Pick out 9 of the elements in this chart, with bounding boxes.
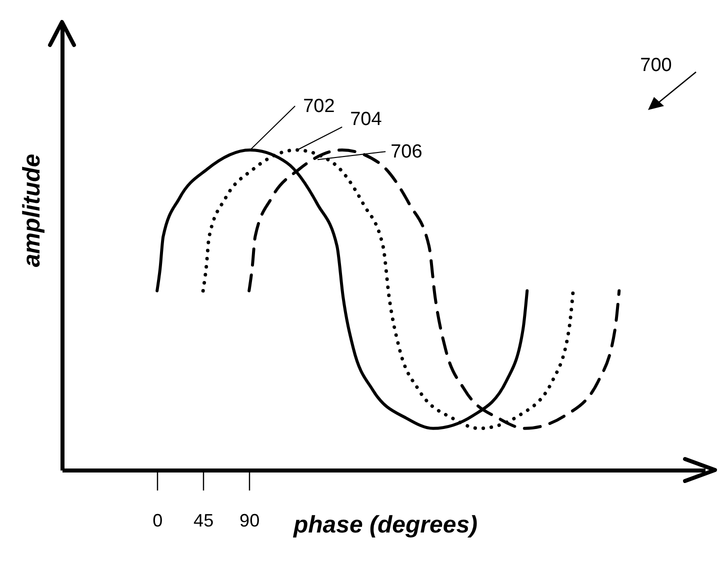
y-axis-title: amplitude [18, 154, 46, 268]
x-tick-label: 45 [194, 510, 214, 530]
annotation: 704 [350, 109, 382, 130]
x-axis-title: phase (degrees) [292, 512, 478, 538]
x-tick-label: 0 [152, 510, 163, 530]
x-tick-label: 90 [240, 510, 260, 530]
text: 700 [640, 55, 672, 76]
annotation: 702 [303, 96, 335, 117]
annotation: 706 [390, 142, 422, 163]
